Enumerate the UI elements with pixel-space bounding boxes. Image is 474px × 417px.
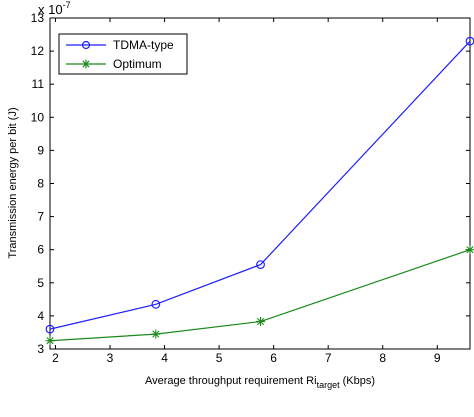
data-point-stroke (466, 246, 474, 254)
data-point (45, 324, 55, 334)
data-point (151, 299, 161, 309)
series-layer (45, 36, 474, 346)
legend-marker-optimum-icon (81, 59, 91, 69)
x-axis-label: Average throughput requirement Ritarget … (145, 375, 375, 390)
y-tick-label: 4 (37, 309, 44, 323)
legend-star-shape (81, 59, 91, 69)
x-tick-label: 7 (325, 351, 332, 365)
y-tick-label: 3 (37, 342, 44, 356)
y-tick-label: 13 (31, 11, 45, 25)
y-exponent-label: x 10-7 (38, 0, 71, 17)
legend-label-tdma: TDMA-type (113, 38, 174, 52)
y-tick-label: 7 (37, 210, 44, 224)
series-line-tdma-type (49, 40, 471, 330)
legend: TDMA-type Optimum (58, 33, 188, 75)
data-point (465, 245, 474, 255)
legend-box (58, 33, 188, 75)
data-point-stroke (256, 317, 265, 326)
x-tick-label: 3 (107, 351, 114, 365)
x-tick-label: 6 (270, 351, 277, 365)
data-point (45, 336, 55, 346)
y-tick-label: 5 (37, 276, 44, 290)
y-tick-label: 11 (32, 77, 45, 91)
x-tick-label: 8 (379, 351, 386, 365)
x-tick-label: 9 (434, 351, 441, 365)
data-point-stroke (46, 337, 54, 345)
y-tick-label: 12 (31, 44, 45, 58)
legend-label-optimum: Optimum (113, 57, 162, 71)
y-tick-label: 10 (31, 110, 45, 124)
y-tick-label: 9 (37, 143, 44, 157)
data-point (256, 260, 265, 269)
x-tick-label: 4 (161, 351, 168, 365)
y-tick-label: 8 (37, 177, 44, 191)
y-tick-label: 6 (37, 243, 44, 257)
y-axis-label: Transmission energy per bit (J) (7, 107, 19, 258)
data-point-stroke (152, 330, 160, 338)
legend-star-shape-stroke (82, 60, 90, 68)
x-tick-label: 2 (52, 351, 59, 365)
data-point (151, 329, 161, 339)
series-line-optimum (49, 249, 471, 342)
legend-marker-tdma-icon (81, 40, 91, 50)
x-tick-label: 5 (216, 351, 223, 365)
data-point (256, 317, 266, 327)
